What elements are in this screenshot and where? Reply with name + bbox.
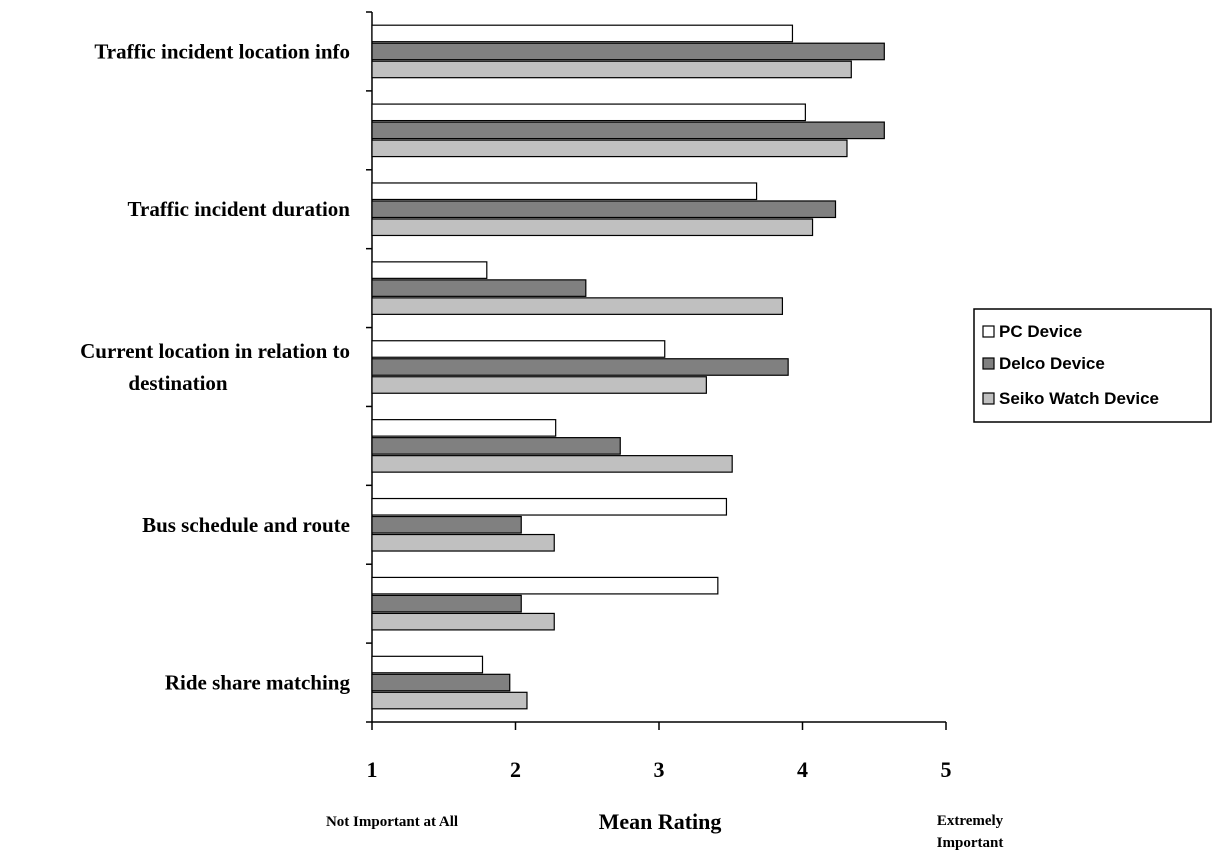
bar-delco-device-8	[371, 594, 522, 613]
bar-pc-device-9	[371, 655, 484, 674]
x-tick-label-1: 1	[367, 757, 378, 782]
bar-seiko-watch-device-1	[371, 60, 852, 79]
x-tick-label-4: 4	[797, 757, 808, 782]
bar-delco-device-7	[371, 515, 522, 534]
bar-seiko-watch-device-6	[371, 455, 733, 473]
bar-delco-device-3	[371, 200, 837, 219]
category-label-5-line-1: Current location in relation to	[80, 339, 350, 363]
legend-label-pc-device: PC Device	[999, 322, 1082, 341]
bar-seiko-watch-device-2	[371, 139, 848, 158]
x-anchor-high-label-line-1: Extremely	[937, 813, 1004, 829]
labels-layer: 1 2 3 4 5 Traffic incident location info Traff…	[80, 39, 951, 782]
bar-seiko-watch-device-8	[371, 612, 555, 631]
bar-delco-device-6	[371, 437, 621, 455]
bar-seiko-watch-device-5	[371, 376, 707, 394]
bar-pc-device-4	[371, 261, 488, 279]
legend-swatch-delco-device	[982, 357, 995, 370]
category-label-7: Bus schedule and route	[142, 513, 350, 537]
legend-frame	[973, 308, 1212, 423]
bar-delco-device-1	[371, 42, 885, 61]
category-label-3: Traffic incident duration	[128, 197, 351, 221]
x-tick-label-5: 5	[941, 757, 952, 782]
bar-pc-device-2	[371, 103, 806, 122]
bar-seiko-watch-device-4	[371, 297, 784, 315]
category-label-9: Ride share matching	[165, 671, 351, 695]
legend-swatch-pc-device	[982, 325, 995, 338]
bar-delco-device-9	[371, 673, 511, 692]
x-tick-label-3: 3	[654, 757, 665, 782]
bar-delco-device-2	[371, 121, 885, 140]
x-axis-title: Mean Rating	[599, 809, 722, 834]
bar-seiko-watch-device-7	[371, 533, 555, 552]
x-tick-label-2: 2	[510, 757, 521, 782]
category-label-1: Traffic incident location info	[94, 39, 350, 63]
bar-pc-device-8	[371, 576, 719, 595]
bar-delco-device-4	[371, 279, 587, 297]
legend-label-seiko-watch-device: Seiko Watch Device	[999, 389, 1159, 408]
bar-seiko-watch-device-3	[371, 218, 814, 237]
bar-pc-device-7	[371, 497, 728, 516]
x-anchor-high-label-line-2: Important	[937, 835, 1004, 851]
legend: PC Device Delco Device Seiko Watch Devic…	[973, 308, 1212, 423]
bar-delco-device-5	[371, 358, 789, 376]
bar-pc-device-5	[371, 340, 666, 358]
legend-label-delco-device: Delco Device	[999, 354, 1105, 373]
bar-pc-device-1	[371, 24, 794, 43]
bars-layer	[371, 24, 885, 710]
category-label-5-line-2: destination	[128, 371, 228, 395]
legend-swatch-seiko-watch-device	[982, 392, 995, 405]
bar-pc-device-3	[371, 182, 758, 201]
bar-pc-device-6	[371, 419, 557, 437]
bar-seiko-watch-device-9	[371, 691, 528, 710]
x-anchor-low-label: Not Important at All	[326, 814, 458, 830]
